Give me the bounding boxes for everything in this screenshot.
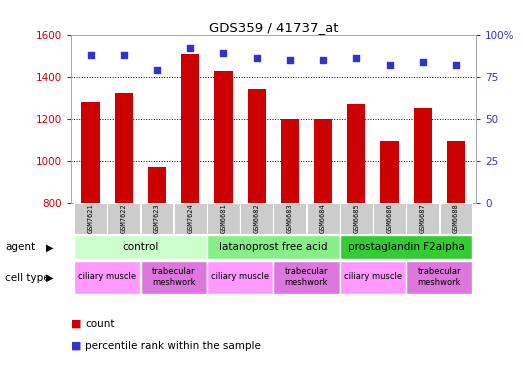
Text: ■: ■ xyxy=(71,341,81,351)
Point xyxy=(286,57,294,63)
Bar xyxy=(207,203,240,234)
Bar xyxy=(82,102,100,203)
Bar xyxy=(207,261,273,294)
Text: ▶: ▶ xyxy=(46,242,53,253)
Point xyxy=(86,52,95,58)
Text: ciliary muscle: ciliary muscle xyxy=(344,272,402,281)
Text: ciliary muscle: ciliary muscle xyxy=(211,272,269,281)
Bar xyxy=(281,119,299,203)
Text: control: control xyxy=(122,242,158,252)
Text: GSM6682: GSM6682 xyxy=(254,203,259,233)
Text: trabecular
meshwork: trabecular meshwork xyxy=(418,267,461,287)
Bar xyxy=(447,141,465,203)
Text: GSM6687: GSM6687 xyxy=(420,203,426,233)
Point xyxy=(253,55,261,61)
Text: ■: ■ xyxy=(71,319,81,329)
Bar xyxy=(347,104,366,203)
Bar xyxy=(340,203,373,234)
Bar xyxy=(414,108,432,203)
Text: ▶: ▶ xyxy=(46,273,53,283)
Bar xyxy=(214,71,233,203)
Text: trabecular
meshwork: trabecular meshwork xyxy=(285,267,328,287)
Bar xyxy=(115,93,133,203)
Text: agent: agent xyxy=(5,242,36,253)
Text: GSM6683: GSM6683 xyxy=(287,203,293,233)
Point xyxy=(452,62,460,68)
Text: GSM6686: GSM6686 xyxy=(386,203,393,233)
Text: GSM6681: GSM6681 xyxy=(220,203,226,233)
Text: percentile rank within the sample: percentile rank within the sample xyxy=(85,341,261,351)
Bar xyxy=(274,203,306,234)
Bar xyxy=(406,261,472,294)
Text: count: count xyxy=(85,319,115,329)
Point xyxy=(120,52,128,58)
Title: GDS359 / 41737_at: GDS359 / 41737_at xyxy=(209,20,338,34)
Bar xyxy=(306,203,339,234)
Point xyxy=(219,51,228,56)
Text: prostaglandin F2alpha: prostaglandin F2alpha xyxy=(348,242,464,252)
Text: GSM7623: GSM7623 xyxy=(154,203,160,233)
Point xyxy=(385,62,394,68)
Bar xyxy=(380,141,399,203)
Text: GSM7621: GSM7621 xyxy=(87,203,94,233)
Bar xyxy=(340,261,406,294)
Point xyxy=(418,59,427,65)
Text: GSM7622: GSM7622 xyxy=(121,203,127,233)
Bar xyxy=(74,261,140,294)
Bar xyxy=(274,261,339,294)
Bar xyxy=(247,89,266,203)
Text: GSM7624: GSM7624 xyxy=(187,203,193,233)
Bar xyxy=(373,203,406,234)
Bar xyxy=(240,203,273,234)
Bar xyxy=(141,261,207,294)
Point xyxy=(352,55,360,61)
Text: GSM6684: GSM6684 xyxy=(320,203,326,233)
Text: ciliary muscle: ciliary muscle xyxy=(78,272,136,281)
Bar xyxy=(340,235,472,259)
Bar xyxy=(181,54,199,203)
Bar xyxy=(141,203,174,234)
Point xyxy=(186,45,195,51)
Text: cell type: cell type xyxy=(5,273,50,283)
Text: latanoprost free acid: latanoprost free acid xyxy=(219,242,327,252)
Bar xyxy=(314,119,332,203)
Bar xyxy=(74,235,207,259)
Bar xyxy=(148,167,166,203)
Bar xyxy=(207,235,339,259)
Bar xyxy=(74,203,107,234)
Point xyxy=(319,57,327,63)
Text: GSM6688: GSM6688 xyxy=(453,203,459,233)
Bar xyxy=(107,203,140,234)
Bar xyxy=(174,203,207,234)
Text: GSM6685: GSM6685 xyxy=(354,203,359,233)
Bar xyxy=(406,203,439,234)
Point xyxy=(153,67,161,73)
Text: trabecular
meshwork: trabecular meshwork xyxy=(152,267,196,287)
Bar xyxy=(439,203,472,234)
